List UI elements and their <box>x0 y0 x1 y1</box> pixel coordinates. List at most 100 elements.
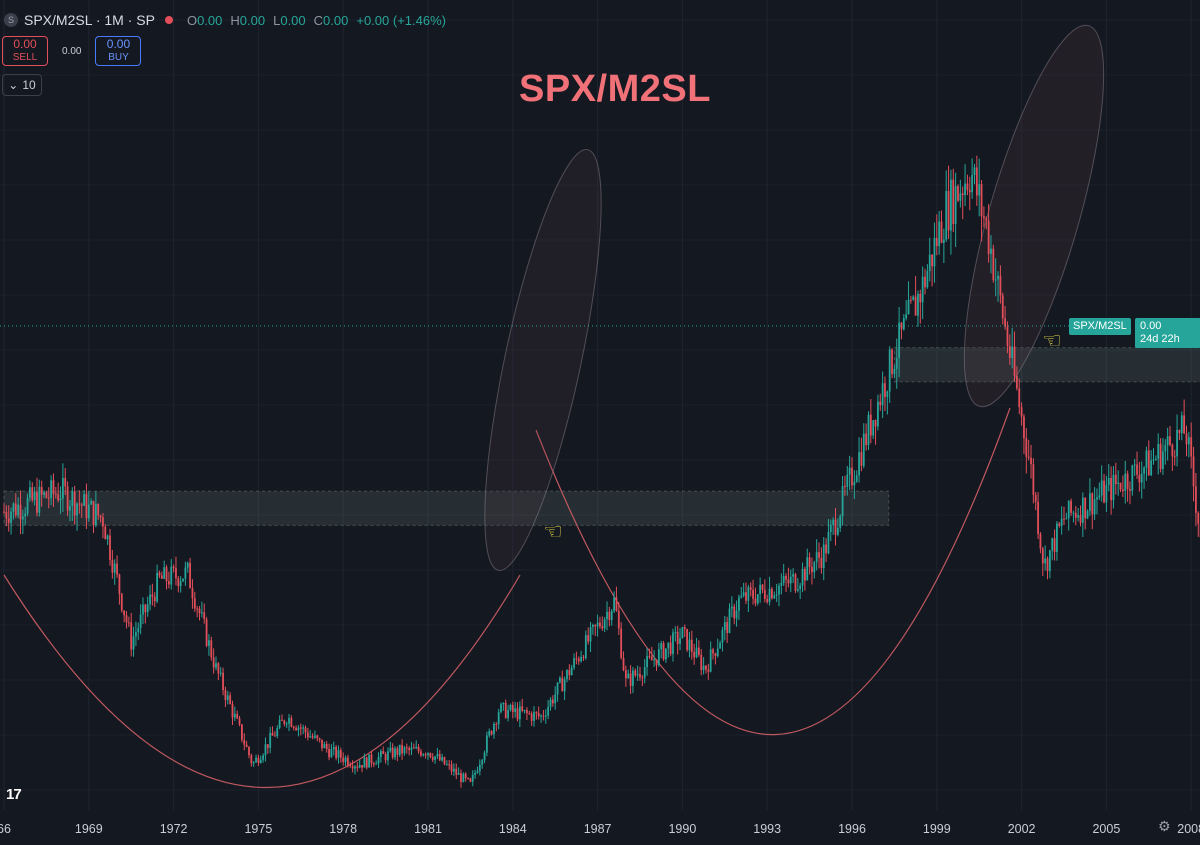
candle <box>792 568 795 584</box>
candle <box>905 300 908 321</box>
candle <box>822 537 825 581</box>
candle <box>485 731 488 757</box>
settings-gear-icon[interactable]: ⚙ <box>1158 818 1171 834</box>
candle <box>224 686 227 708</box>
candle <box>443 756 446 766</box>
candle <box>1138 461 1141 492</box>
candle <box>813 560 816 579</box>
candle <box>818 542 820 569</box>
candle <box>507 704 509 722</box>
candle <box>127 616 130 627</box>
candle <box>233 706 236 722</box>
candle <box>21 509 24 535</box>
candle <box>92 500 95 534</box>
candle <box>851 457 853 490</box>
sell-label: SELL <box>12 52 38 63</box>
candle <box>200 601 203 618</box>
candle <box>497 708 500 730</box>
candle <box>490 730 493 736</box>
tradingview-logo[interactable]: 17 <box>6 786 22 803</box>
candle <box>66 481 69 517</box>
candle <box>811 557 813 585</box>
candle <box>151 583 154 606</box>
highlight-ellipse-2000 <box>484 149 602 571</box>
candle <box>844 475 846 496</box>
candle <box>683 624 686 637</box>
candle <box>820 547 823 574</box>
candle <box>681 626 684 639</box>
candle <box>410 741 413 756</box>
candle <box>309 729 312 739</box>
candle <box>1081 492 1084 537</box>
candle <box>914 276 917 316</box>
buy-button[interactable]: 0.00 BUY <box>95 36 142 66</box>
candle <box>957 184 959 203</box>
candle <box>778 583 780 607</box>
candle <box>693 643 696 665</box>
ohlc-low: L0.00 <box>273 12 306 28</box>
symbol-title[interactable]: SPX/M2SL · 1M · SP <box>24 12 155 28</box>
candle <box>295 725 297 731</box>
candle <box>834 508 837 546</box>
candle <box>728 603 731 634</box>
candle <box>422 753 425 757</box>
ohlc-close: C0.00 <box>313 12 349 28</box>
candle <box>559 676 561 684</box>
candle <box>766 594 769 604</box>
candle <box>1136 451 1138 479</box>
candle <box>975 155 978 206</box>
candle <box>535 711 538 720</box>
x-tick-label: 1993 <box>753 822 781 836</box>
candle <box>568 664 571 681</box>
candle <box>1098 482 1101 500</box>
candle <box>697 640 700 657</box>
candle <box>1105 475 1108 512</box>
time-axis[interactable]: 66 1969 1972 1975 1978 1981 1984 1987 1990 1993 19… <box>0 822 1200 836</box>
candle <box>674 626 677 642</box>
candle <box>424 752 427 759</box>
candle <box>427 752 429 760</box>
symbol-icon[interactable]: S <box>4 13 18 27</box>
candle <box>606 601 608 631</box>
indicators-collapse-button[interactable]: ⌄ 10 <box>2 74 42 96</box>
candle <box>669 635 672 657</box>
candle <box>1015 366 1018 391</box>
candle <box>1166 427 1169 461</box>
candle <box>721 626 724 652</box>
candle <box>547 700 550 720</box>
market-status-icon <box>164 16 173 24</box>
candle <box>1178 429 1181 440</box>
candle <box>1008 334 1011 365</box>
candle <box>241 724 243 743</box>
candle <box>865 423 868 451</box>
price-scale-label[interactable]: SPX/M2SL 0.00 24d 22h <box>1069 318 1200 348</box>
candle <box>610 609 613 626</box>
x-tick-label: 1990 <box>668 822 696 836</box>
candle <box>907 281 910 315</box>
candle <box>175 556 177 586</box>
cup-curve-1 <box>3 574 521 788</box>
candle <box>938 211 941 255</box>
candle <box>177 576 180 593</box>
candle <box>815 539 818 571</box>
candle <box>14 493 17 518</box>
candle <box>987 204 990 263</box>
candle <box>749 582 752 597</box>
candle <box>434 755 436 764</box>
sell-button[interactable]: 0.00 SELL <box>2 36 48 66</box>
candle <box>695 638 698 659</box>
candle <box>942 228 945 263</box>
support-zone <box>893 347 1200 383</box>
candle <box>787 567 790 588</box>
candle <box>1187 431 1190 458</box>
candle <box>1046 556 1049 580</box>
candle <box>1169 426 1171 447</box>
candle <box>1164 439 1167 465</box>
candle <box>417 744 420 754</box>
candle <box>215 656 217 671</box>
candle <box>874 419 877 445</box>
x-tick-label: 1969 <box>75 822 103 836</box>
highlight-ellipse-2025 <box>963 24 1105 408</box>
support-zone <box>3 490 890 526</box>
